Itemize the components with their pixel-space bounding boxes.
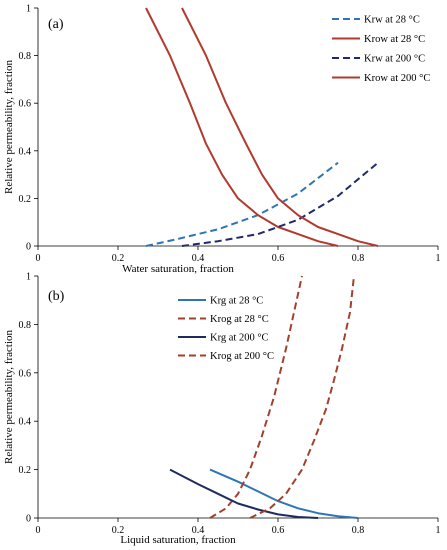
panel-a-legend-label-krw-at-200-c: Krw at 200 °C [364,54,425,65]
panel-a-y-tick-label: 0.8 [19,51,32,62]
panel-a-y-tick-label: 0.2 [19,194,32,205]
panel-b-x-tick-label: 0.6 [272,525,285,536]
panel-a-series-krow-at-200-c [181,7,379,247]
panel-b-x-tick-label: 1 [436,525,441,536]
panel-a-x-tick-label: 0.8 [352,253,365,264]
panel-b-label: (b) [48,289,65,304]
panel-a-y-tick-label: 1 [26,4,31,15]
panel-b-legend-label-krg-at-200-c: Krg at 200 °C [210,333,269,344]
panel-b-series-krog-at-200-c [249,275,355,519]
panel-a-y-tick-label: 0.4 [19,146,32,157]
panel-b-x-tick-label: 0.2 [112,525,125,536]
panel-a-x-tick-label: 1 [436,253,441,264]
panel-b-series-krg-at-28-c [209,468,359,519]
panel-a-series-krow-at-28-c [145,7,339,247]
panel-a-x-tick-label: 0.2 [112,253,125,264]
panel-b-x-tick-label: 0.8 [352,525,365,536]
panel-b-x-tick-label: 0 [36,525,41,536]
panel-a-x-tick-label: 0 [36,253,41,264]
panel-b-y-tick-label: 0.4 [19,417,32,428]
panel-a-legend: Krw at 28 °C Krow at 28 °C Krw at 200 °C Kr… [332,15,430,84]
panel-a-series-krw-at-28-c [145,161,339,247]
panel-b: 0 0.2 0.4 0.6 0.8 1 0 0.2 0.4 0.6 0.8 1 (b) Liquid sa… [3,272,441,547]
panel-a-legend-label-krow-at-200-c: Krow at 200 °C [364,73,430,84]
panel-a-y-tick-label: 0 [26,242,31,253]
panel-a-x-tick-label: 0.4 [192,253,205,264]
panel-b-x-axis-label: Liquid saturation, fraction [120,534,236,546]
panel-a-legend-label-krow-at-28-c: Krow at 28 °C [364,34,425,45]
panel-b-x-tick-label: 0.4 [192,525,205,536]
panel-b-series-krog-at-28-c [209,275,303,519]
panel-b-y-tick-label: 0.8 [19,320,32,331]
panel-a-x-axis-label: Water saturation, fraction [122,263,234,275]
panel-b-y-axis-label: Relative permeability, fraction [3,330,15,464]
panel-b-legend-label-krg-at-28-c: Krg at 28 °C [210,296,263,307]
panel-a-label: (a) [48,17,64,32]
panel-a-y-axis-label: Relative permeability, fraction [3,60,15,194]
panel-b-legend-label-krog-at-200-c: Krog at 200 °C [210,351,274,362]
panel-a: 0 0.2 0.4 0.6 0.8 1 0 0.2 0.4 0.6 0.8 1 (a) Water sat… [3,4,441,276]
panel-b-y-tick-label: 0.2 [19,465,32,476]
panel-a-y-tick-label: 0.6 [19,99,32,110]
panel-b-y-tick-label: 0.6 [19,368,32,379]
panel-b-y-tick-label: 0 [26,514,31,525]
panel-a-x-tick-label: 0.6 [272,253,285,264]
panel-b-series-krg-at-200-c [169,468,319,519]
panel-a-series-krw-at-200-c [181,161,379,247]
panel-b-legend-label-krog-at-28-c: Krog at 28 °C [210,314,269,325]
panel-b-legend: Krg at 28 °C Krog at 28 °C Krg at 200 °C Kr… [178,296,274,362]
panel-b-y-tick-label: 1 [26,272,31,283]
panel-a-legend-label-krw-at-28-c: Krw at 28 °C [364,15,420,26]
